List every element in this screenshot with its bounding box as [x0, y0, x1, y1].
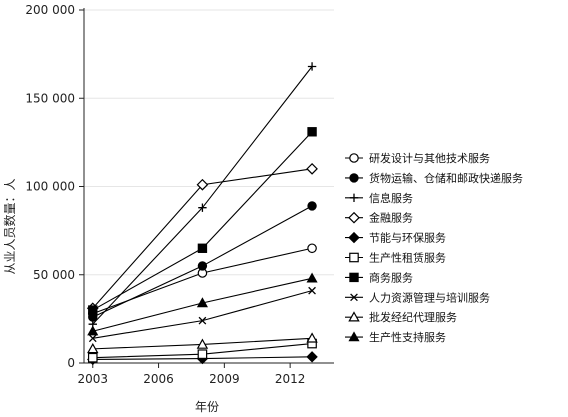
series-markers	[86, 62, 318, 366]
legend-item-2: 信息服务	[345, 191, 413, 205]
data-point-2	[307, 62, 317, 71]
data-point-3	[306, 163, 318, 175]
y-tick-label: 0	[67, 356, 75, 370]
legend-marker	[348, 211, 360, 224]
data-point-7	[198, 316, 207, 325]
legend-marker	[349, 153, 359, 163]
data-point-4	[306, 351, 318, 363]
legend-marker	[349, 272, 359, 283]
legend-marker	[349, 193, 359, 202]
data-point-5	[197, 349, 208, 359]
data-point-7	[88, 334, 97, 343]
data-point-9	[87, 325, 99, 336]
legend-label: 节能与环保服务	[369, 231, 446, 245]
series-line-6	[92, 131, 313, 311]
legend-label: 生产性租赁服务	[369, 251, 446, 265]
data-point-8	[196, 338, 209, 349]
data-point-1	[307, 201, 317, 211]
legend-label: 批发经纪代理服务	[369, 310, 457, 324]
y-tick-label: 200 000	[25, 3, 75, 17]
y-axis-title: 从业人员数量：人	[2, 178, 17, 274]
legend-item-9: 生产性支持服务	[345, 330, 446, 344]
legend-item-6: 商务服务	[345, 270, 413, 284]
x-tick-label: 2009	[209, 372, 240, 386]
y-tick-label: 50 000	[33, 268, 75, 282]
legend-marker	[349, 252, 359, 263]
data-point-0	[307, 243, 317, 254]
data-point-6	[307, 127, 317, 137]
data-point-6	[88, 305, 98, 315]
x-tick-label: 2012	[275, 372, 306, 386]
legend-item-4: 节能与环保服务	[345, 231, 446, 245]
x-tick-label: 2006	[143, 372, 174, 386]
data-point-9	[306, 272, 318, 283]
data-point-7	[308, 286, 316, 295]
legend-label: 研发设计与其他技术服务	[369, 151, 490, 165]
legend-item-0: 研发设计与其他技术服务	[345, 151, 490, 165]
data-point-1	[197, 261, 208, 271]
data-point-9	[196, 297, 208, 308]
legend-marker	[348, 331, 360, 342]
legend-item-5: 生产性租赁服务	[345, 251, 446, 265]
data-point-3	[196, 178, 209, 191]
x-axis-title: 年份	[195, 400, 219, 414]
y-tick-label: 100 000	[25, 180, 75, 194]
legend-label: 货物运输、仓储和邮政快递服务	[369, 171, 523, 185]
axes: 0 50 000 100 000 150 000 200 000 2003 2006 2009…	[25, 3, 334, 386]
data-point-8	[306, 332, 318, 343]
x-tick-label: 2003	[77, 372, 108, 386]
legend-label: 生产性支持服务	[369, 330, 446, 344]
y-tick-label: 150 000	[25, 91, 75, 105]
data-point-2	[198, 203, 207, 212]
series-lines	[92, 66, 313, 361]
legend-label: 人力资源管理与培训服务	[369, 290, 490, 304]
legend-label: 金融服务	[369, 211, 413, 225]
data-point-5	[87, 352, 98, 363]
legend-item-1: 货物运输、仓储和邮政快递服务	[345, 171, 523, 185]
legend-label: 商务服务	[369, 270, 413, 284]
legend-marker	[348, 231, 360, 244]
data-point-6	[197, 243, 208, 253]
legend-item-7: 人力资源管理与培训服务	[345, 290, 490, 304]
legend-marker	[350, 293, 358, 302]
legend: 研发设计与其他技术服务货物运输、仓储和邮政快递服务信息服务金融服务节能与环保服务…	[345, 151, 523, 344]
legend-marker	[348, 311, 360, 322]
legend-marker	[349, 173, 359, 183]
legend-item-3: 金融服务	[345, 211, 413, 225]
grid-lines	[84, 9, 334, 276]
data-point-8	[87, 342, 99, 354]
legend-item-8: 批发经纪代理服务	[345, 310, 457, 324]
legend-label: 信息服务	[369, 191, 413, 205]
